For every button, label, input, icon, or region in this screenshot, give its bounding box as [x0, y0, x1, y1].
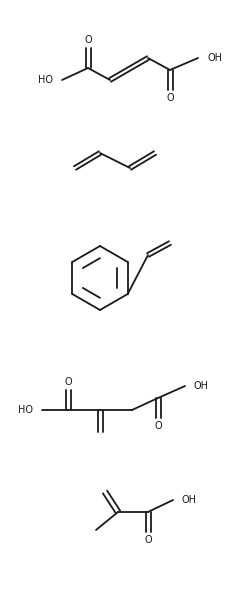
Text: O: O: [144, 535, 152, 545]
Text: O: O: [64, 377, 72, 387]
Text: OH: OH: [194, 381, 209, 391]
Text: OH: OH: [182, 495, 197, 505]
Text: HO: HO: [18, 405, 33, 415]
Text: O: O: [166, 93, 174, 103]
Text: O: O: [154, 421, 162, 431]
Text: HO: HO: [38, 75, 53, 85]
Text: O: O: [84, 35, 92, 45]
Text: OH: OH: [207, 53, 222, 63]
